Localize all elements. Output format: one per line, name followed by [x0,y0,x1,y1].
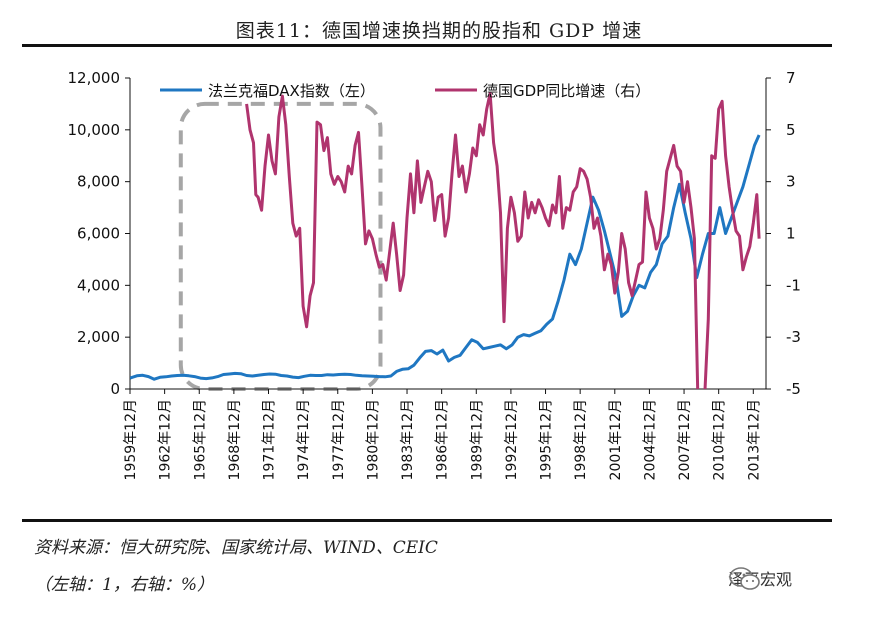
right-tick-label: 1 [786,225,796,243]
legend-label-dax: 法兰克福DAX指数（左） [208,82,375,100]
series-line-dax [130,134,761,381]
axis-unit-note: （左轴：1，右轴：%） [34,575,214,595]
right-tick-label: 3 [786,173,796,191]
x-tick-label: 1971年12月 [262,399,278,480]
x-tick-label: 2010年12月 [712,399,728,480]
bottom-rule [22,519,832,522]
x-tick-label: 2007年12月 [677,399,693,480]
chart: 0 2,000 4,000 6,000 8,000 10,000 12,000 -5 -3 -1 1… [68,69,801,480]
x-tick-label: 2004年12月 [642,399,658,480]
x-tick-label: 2013年12月 [746,399,762,480]
x-tick-label: 1998年12月 [573,399,589,480]
x-tick-label: 2001年12月 [608,399,624,480]
x-tick-label: 1977年12月 [331,399,347,480]
left-tick-label: 10,000 [68,121,121,139]
right-tick-label: -5 [786,380,801,398]
left-tick-label: 6,000 [77,225,120,243]
x-tick-label: 1959年12月 [123,399,139,480]
brand-mark: 泽平宏观 [728,566,792,590]
x-tick-label: 1965年12月 [192,399,208,480]
axes-layer: 0 2,000 4,000 6,000 8,000 10,000 12,000 -5 -3 -1 1… [68,69,801,480]
x-tick-label: 1968年12月 [227,399,243,480]
x-tick-label: 1983年12月 [400,399,416,480]
x-tick-label: 1995年12月 [539,399,555,480]
right-tick-label: 7 [786,69,796,87]
left-tick-label: 0 [110,380,120,398]
legend-label-gdp: 德国GDP同比增速（右） [483,82,650,100]
right-tick-label: -1 [786,276,801,294]
x-tick-label: 1992年12月 [504,399,520,480]
left-tick-label: 2,000 [77,328,120,346]
series-layer [130,92,761,389]
x-tick-label: 1989年12月 [469,399,485,480]
top-rule [22,44,832,47]
annotation-layer [178,101,383,392]
legend: 法兰克福DAX指数（左） 德国GDP同比增速（右） [160,82,650,100]
source-note: 资料来源：恒大研究院、国家统计局、WIND、CEIC [34,538,438,558]
x-tick-label: 1986年12月 [435,399,451,480]
series-line-gdp [245,92,761,389]
right-tick-label: 5 [786,121,796,139]
left-tick-label: 4,000 [77,276,120,294]
right-tick-label: -3 [786,328,801,346]
x-tick-label: 1962年12月 [158,399,174,480]
dashed-highlight-box [178,101,383,392]
x-tick-label: 1980年12月 [365,399,381,480]
x-tick-label: 1974年12月 [296,399,312,480]
left-tick-label: 12,000 [68,69,121,87]
left-tick-label: 8,000 [77,173,120,191]
wechat-icon [729,567,760,590]
figure-title: 图表11：德国增速换挡期的股指和 GDP 增速 [235,20,643,42]
